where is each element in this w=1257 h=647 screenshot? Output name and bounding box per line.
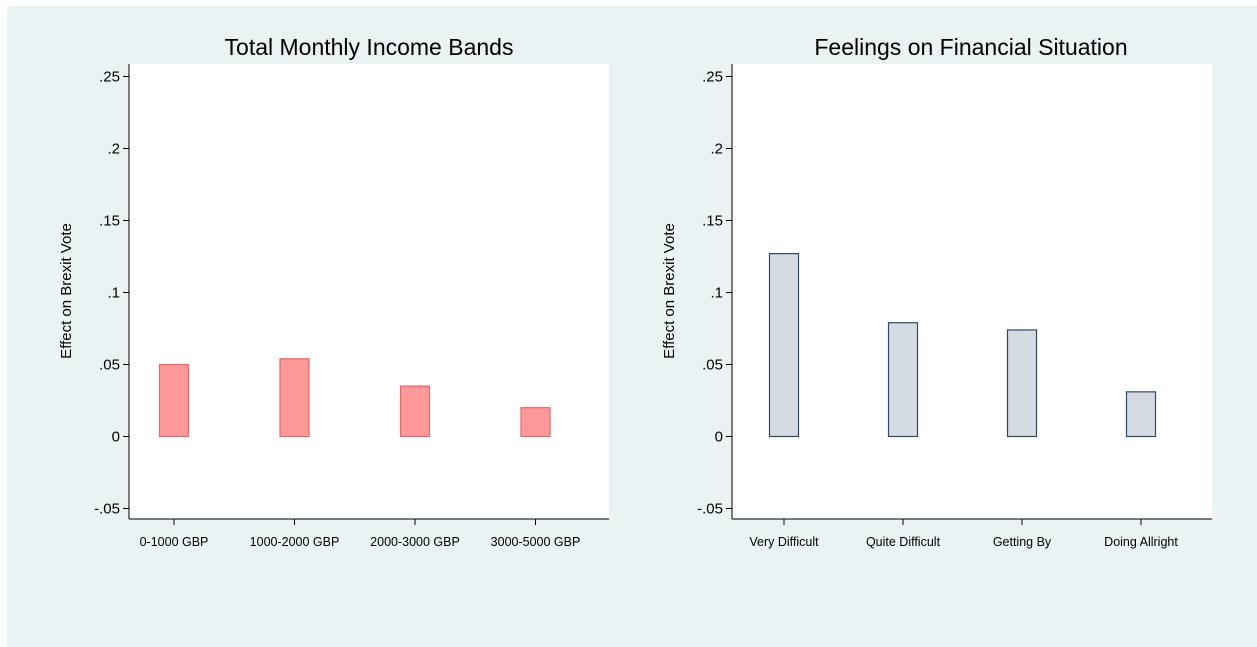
y-tick-label: .05 — [702, 357, 723, 374]
bar — [279, 358, 310, 438]
y-tick-label: -.05 — [94, 501, 120, 518]
bar — [1006, 329, 1038, 438]
x-tick-label: Very Difficult — [749, 535, 819, 549]
chart-title: Feelings on Financial Situation — [814, 34, 1127, 60]
figure-canvas: Total Monthly Income Bands Effect on Bre… — [7, 6, 1257, 647]
y-tick-label: .1 — [710, 285, 723, 302]
bar — [158, 363, 190, 438]
y-tick-label: 0 — [112, 429, 120, 446]
plot-area — [732, 64, 1212, 519]
bar — [399, 385, 431, 438]
chart-panel-financial-feelings: Feelings on Financial Situation Effect o… — [661, 34, 1212, 549]
bar — [1125, 391, 1157, 438]
y-tick-label: .1 — [107, 285, 120, 302]
bar — [768, 253, 800, 438]
y-ticks: -.05 0 .05 .1 .15 .2 .25 — [94, 69, 129, 518]
y-tick-label: .25 — [99, 69, 120, 86]
x-tick-label: 3000-5000 GBP — [491, 535, 581, 549]
chart-title: Total Monthly Income Bands — [225, 34, 514, 60]
axes — [731, 64, 1212, 520]
x-tick-label: 0-1000 GBP — [140, 535, 209, 549]
bars — [768, 253, 1157, 438]
y-tick-label: .15 — [702, 213, 723, 230]
x-tick-label: Quite Difficult — [866, 535, 941, 549]
y-axis-label: Effect on Brexit Vote — [661, 223, 678, 359]
x-ticks: Very Difficult Quite Difficult Getting By D… — [749, 519, 1178, 549]
bar — [520, 407, 551, 438]
y-tick-label: 0 — [715, 429, 723, 446]
y-tick-label: -.05 — [697, 501, 723, 518]
chart-panel-income-bands: Total Monthly Income Bands Effect on Bre… — [58, 34, 609, 549]
bars — [158, 358, 551, 438]
bar — [887, 322, 919, 438]
x-ticks: 0-1000 GBP 1000-2000 GBP 2000-3000 GBP 3000… — [140, 519, 581, 549]
y-axis-label: Effect on Brexit Vote — [58, 223, 75, 359]
y-ticks: -.05 0 .05 .1 .15 .2 .25 — [697, 69, 732, 518]
x-tick-label: 1000-2000 GBP — [250, 535, 340, 549]
x-tick-label: Doing Allright — [1104, 535, 1178, 549]
y-tick-label: .05 — [99, 357, 120, 374]
y-tick-label: .2 — [107, 141, 120, 158]
y-tick-label: .25 — [702, 69, 723, 86]
x-tick-label: 2000-3000 GBP — [370, 535, 460, 549]
x-tick-label: Getting By — [993, 535, 1052, 549]
plot-area — [129, 64, 609, 519]
figure-svg: Total Monthly Income Bands Effect on Bre… — [58, 34, 1212, 549]
y-tick-label: .15 — [99, 213, 120, 230]
y-tick-label: .2 — [710, 141, 723, 158]
axes — [128, 64, 609, 520]
